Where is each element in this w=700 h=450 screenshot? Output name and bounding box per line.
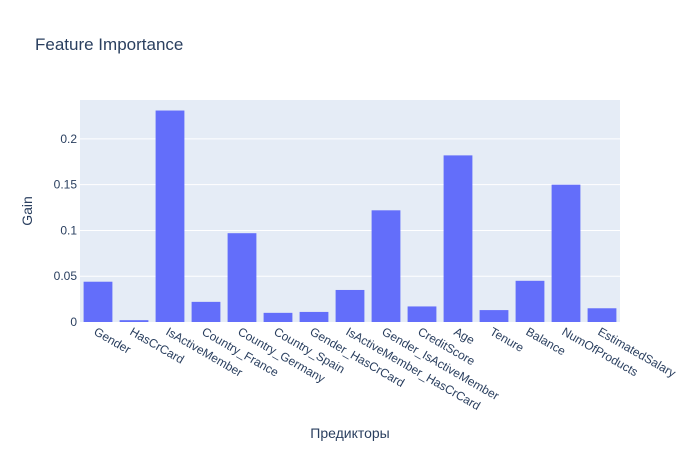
y-tick-label: 0 [70, 315, 77, 329]
bar-gender [83, 281, 113, 322]
y-tick-label: 0.15 [54, 178, 78, 192]
bar-age [443, 155, 473, 322]
bar-estimatedsalary [587, 308, 617, 322]
x-axis-title: Предикторы [310, 425, 390, 441]
bar-country-germany [227, 233, 257, 322]
y-tick-label: 0.05 [54, 269, 78, 283]
bar-creditscore [407, 306, 437, 322]
y-axis-title: Gain [19, 196, 35, 226]
bar-numofproducts [551, 184, 581, 322]
y-tick-labels: 0 0.05 0.1 0.15 0.2 [54, 132, 78, 329]
bar-balance [515, 280, 545, 322]
bar-isactivemember [155, 110, 185, 322]
bar-tenure [479, 310, 509, 322]
bar-country-spain [263, 312, 293, 322]
bar-gender-hascrcard [299, 311, 329, 322]
x-tick-labels: GenderHasCrCardIsActiveMemberCountry_Fra… [92, 324, 679, 412]
bar-gender-isactivemember [371, 210, 401, 322]
bar-hascrcard [119, 320, 149, 322]
x-tick-label: Tenure [488, 324, 527, 355]
bar-isactivemember-hascrcard [335, 289, 365, 322]
y-tick-label: 0.2 [60, 132, 77, 146]
x-tick-label: Balance [524, 324, 569, 358]
chart-title: Feature Importance [35, 35, 183, 54]
bar-country-france [191, 301, 221, 322]
y-tick-label: 0.1 [60, 223, 77, 237]
bars [83, 110, 617, 322]
x-tick-label: Gender [92, 324, 134, 356]
